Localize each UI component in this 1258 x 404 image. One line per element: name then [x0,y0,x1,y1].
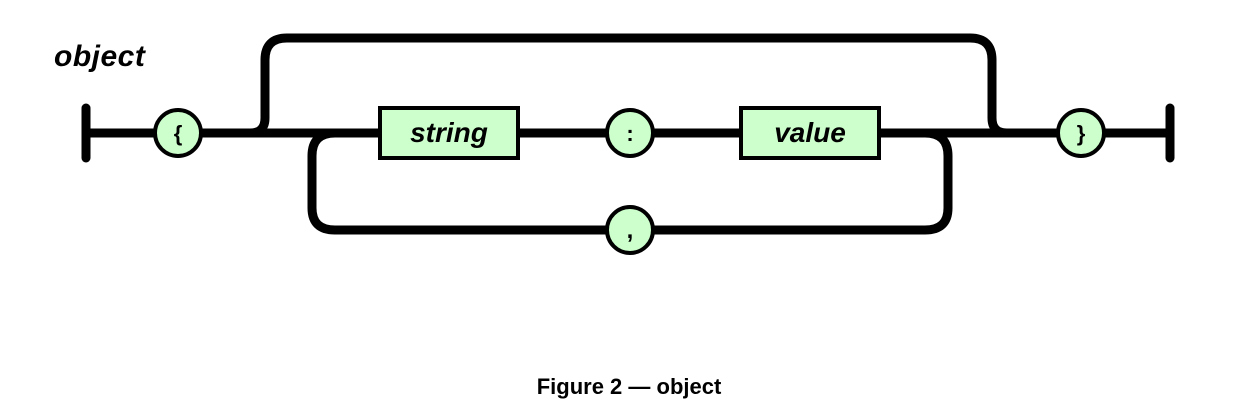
comma-node: , [605,205,655,255]
colon-label: : [626,121,633,146]
value-node: value [739,106,881,160]
figure-caption: Figure 2 — object [536,374,722,399]
track-empty-bypass [245,33,1012,138]
close-brace-label: } [1077,121,1086,146]
track-comma-loop [307,128,953,235]
string-node: string [378,106,520,160]
string-label: string [410,117,488,148]
open-brace-label: { [174,121,183,146]
open-brace-node: { [153,108,203,158]
value-label: value [774,117,846,148]
comma-label: , [627,217,634,244]
close-brace-node: } [1056,108,1106,158]
colon-node: : [605,108,655,158]
rule-name: object [54,40,146,73]
